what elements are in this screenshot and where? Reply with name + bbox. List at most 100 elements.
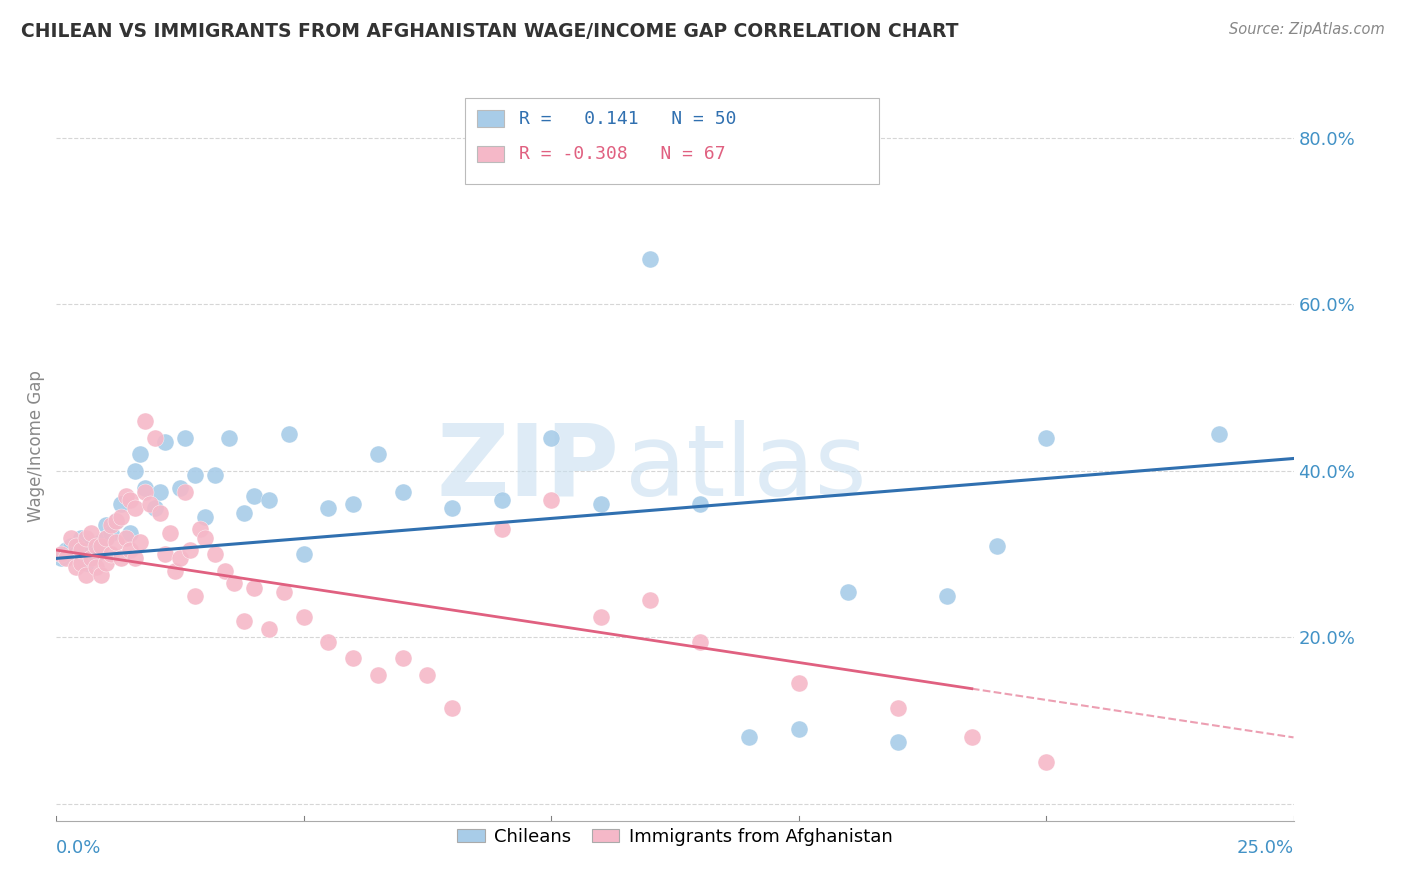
Point	[188, 522, 211, 536]
Point	[174, 484, 197, 499]
Point	[139, 497, 162, 511]
Point	[540, 431, 562, 445]
Point	[163, 564, 186, 578]
Point	[218, 431, 240, 445]
Point	[194, 531, 217, 545]
Point	[936, 589, 959, 603]
Point	[129, 534, 152, 549]
Point	[90, 568, 112, 582]
Point	[638, 593, 661, 607]
Text: R =   0.141   N = 50: R = 0.141 N = 50	[519, 110, 737, 128]
Point	[391, 651, 413, 665]
Point	[149, 506, 172, 520]
Point	[214, 564, 236, 578]
Point	[104, 514, 127, 528]
Point	[179, 543, 201, 558]
Point	[174, 431, 197, 445]
Point	[886, 734, 908, 748]
Point	[94, 531, 117, 545]
Point	[100, 526, 122, 541]
Point	[51, 547, 73, 561]
Point	[159, 526, 181, 541]
Point	[65, 559, 87, 574]
FancyBboxPatch shape	[464, 97, 879, 184]
Point	[70, 556, 93, 570]
Point	[367, 447, 389, 461]
Point	[638, 252, 661, 266]
Point	[491, 522, 513, 536]
Point	[540, 493, 562, 508]
Point	[738, 731, 761, 745]
Point	[110, 551, 132, 566]
Point	[84, 539, 107, 553]
Point	[55, 543, 77, 558]
Point	[886, 701, 908, 715]
Point	[65, 539, 87, 553]
Point	[689, 497, 711, 511]
Point	[153, 434, 176, 449]
Point	[986, 539, 1008, 553]
Point	[143, 501, 166, 516]
Point	[960, 731, 983, 745]
Point	[134, 484, 156, 499]
Point	[391, 484, 413, 499]
Text: 0.0%: 0.0%	[56, 839, 101, 857]
Point	[342, 651, 364, 665]
Point	[143, 431, 166, 445]
Point	[589, 497, 612, 511]
Point	[204, 547, 226, 561]
Point	[169, 551, 191, 566]
Point	[318, 634, 340, 648]
Point	[75, 531, 97, 545]
Point	[292, 547, 315, 561]
Point	[292, 609, 315, 624]
Text: atlas: atlas	[626, 420, 868, 517]
Point	[689, 634, 711, 648]
Point	[120, 493, 142, 508]
Point	[80, 539, 103, 553]
Point	[100, 518, 122, 533]
Point	[104, 514, 127, 528]
Point	[787, 722, 810, 736]
Point	[114, 531, 136, 545]
Point	[589, 609, 612, 624]
Legend: Chileans, Immigrants from Afghanistan: Chileans, Immigrants from Afghanistan	[450, 821, 900, 853]
Point	[70, 543, 93, 558]
Text: 25.0%: 25.0%	[1236, 839, 1294, 857]
Point	[257, 493, 280, 508]
Point	[787, 676, 810, 690]
Point	[120, 543, 142, 558]
Point	[114, 489, 136, 503]
Point	[367, 668, 389, 682]
Point	[94, 518, 117, 533]
Point	[110, 497, 132, 511]
Point	[233, 506, 256, 520]
Point	[65, 547, 87, 561]
Point	[129, 447, 152, 461]
Point	[1035, 756, 1057, 770]
Point	[75, 568, 97, 582]
Point	[134, 414, 156, 428]
Point	[441, 501, 464, 516]
Point	[184, 468, 207, 483]
Point	[84, 559, 107, 574]
Point	[94, 531, 117, 545]
Point	[124, 464, 146, 478]
Point	[416, 668, 439, 682]
Point	[51, 551, 73, 566]
Point	[84, 547, 107, 561]
Point	[837, 584, 859, 599]
FancyBboxPatch shape	[477, 145, 505, 162]
Point	[149, 484, 172, 499]
Point	[184, 589, 207, 603]
Point	[273, 584, 295, 599]
Y-axis label: Wage/Income Gap: Wage/Income Gap	[27, 370, 45, 522]
Point	[80, 551, 103, 566]
Point	[90, 534, 112, 549]
Point	[153, 547, 176, 561]
Point	[104, 534, 127, 549]
Point	[342, 497, 364, 511]
Point	[75, 556, 97, 570]
Point	[1208, 426, 1230, 441]
Point	[277, 426, 299, 441]
